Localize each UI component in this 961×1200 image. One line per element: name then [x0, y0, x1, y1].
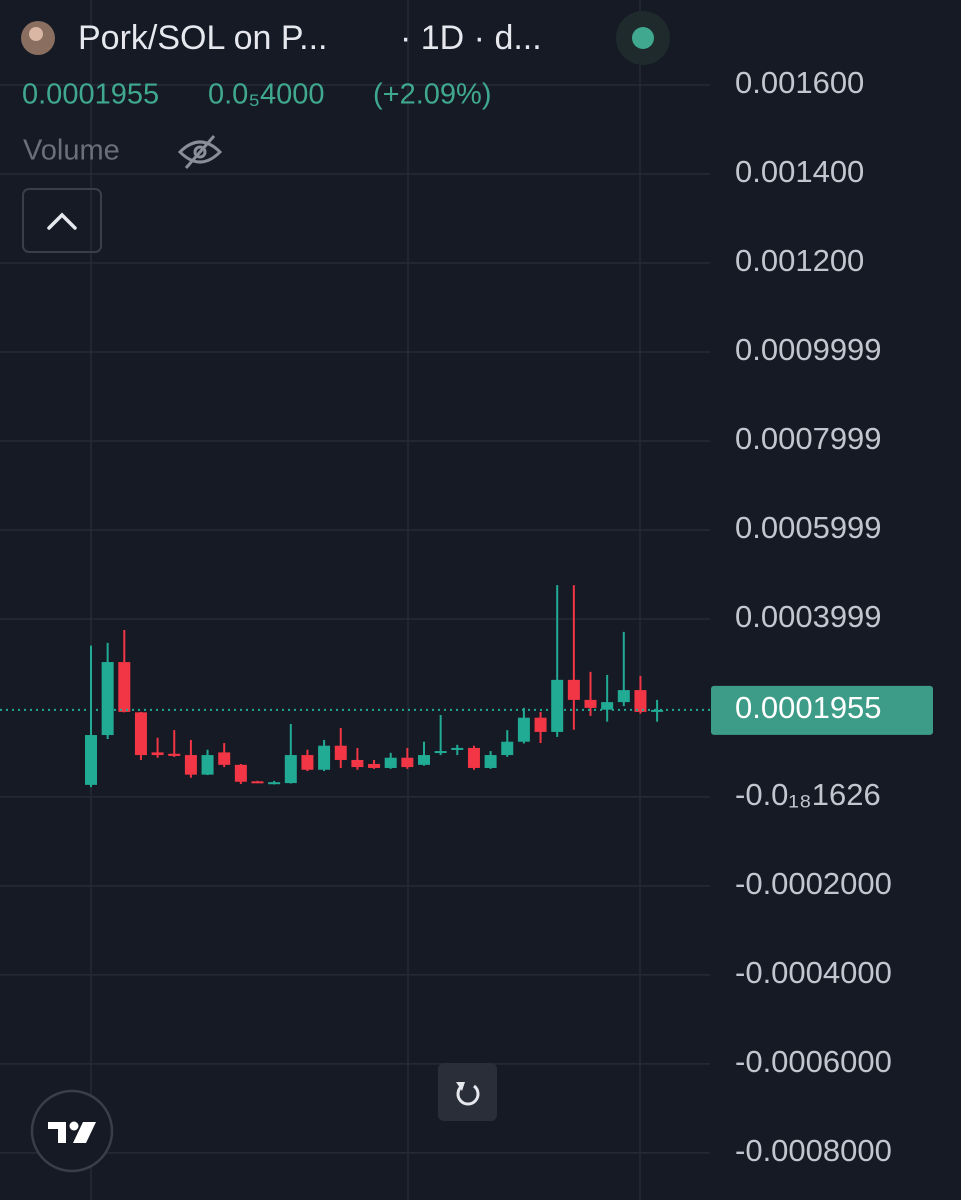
volume-label: Volume [23, 135, 120, 167]
reset-icon [456, 1084, 480, 1106]
candle-body [617, 690, 630, 703]
candle-body [401, 757, 414, 768]
eye-pupil [193, 145, 207, 159]
candle-body [134, 712, 147, 756]
candle-body [517, 717, 530, 742]
y-tick-label: -0.0002000 [735, 866, 892, 901]
logo-part [69, 1121, 79, 1131]
y-tick-label: -0.0008000 [735, 1133, 892, 1168]
tradingview-logo[interactable] [30, 1089, 114, 1173]
time-grid [90, 0, 641, 1200]
y-tick-label: 0.0009999 [735, 332, 882, 367]
eye-slash [184, 135, 216, 169]
candle-body [567, 679, 580, 700]
candle-body [651, 709, 664, 712]
candle-body [118, 662, 131, 712]
candles [0, 585, 710, 788]
header-change: 0.0₅4000 [208, 79, 325, 111]
candle-body [334, 745, 347, 760]
candle-body [318, 745, 331, 770]
candle-body [85, 735, 97, 785]
candle-body [184, 755, 197, 775]
candle-body [451, 747, 464, 750]
y-tick-label: 0.0007999 [735, 421, 882, 456]
candle-body [584, 699, 597, 708]
y-tick-label: 0.001200 [735, 243, 864, 278]
candle-body [301, 755, 314, 770]
candle-body [501, 741, 514, 756]
candle-body [268, 782, 281, 785]
candle-body [484, 755, 497, 768]
header-change-percent: (+2.09%) [373, 79, 491, 111]
reset-button[interactable] [438, 1063, 497, 1121]
candle-body [467, 747, 480, 768]
candle-body [634, 690, 647, 712]
candle-body [351, 759, 364, 768]
price-grid [0, 84, 710, 1154]
candle-body [151, 752, 164, 756]
y-tick-label: -0.0006000 [735, 1044, 892, 1079]
last-price-badge [711, 685, 933, 735]
symbol-title[interactable]: Pork/SOL on P... [78, 19, 327, 57]
candle-body [168, 753, 181, 756]
y-tick-label: -0.0₁₈1626 [735, 777, 881, 812]
candle-body [601, 702, 614, 710]
candle-body [251, 781, 264, 784]
price-axis: 0.001600 0.001400 0.001200 0.0009999 0.00079… [711, 65, 933, 1168]
y-tick-label: 0.0003999 [735, 599, 882, 634]
candle-body [101, 662, 114, 736]
candle-body [551, 679, 564, 732]
y-tick-label: 0.001400 [735, 154, 864, 189]
candle-body [284, 755, 297, 784]
candle-body [234, 764, 247, 782]
candle-body [218, 752, 231, 765]
y-tick-label: 0.001600 [735, 65, 864, 100]
status-dot [632, 27, 654, 49]
logo-part [73, 1122, 96, 1143]
y-tick-label: 0.0005999 [735, 510, 882, 545]
chevron-icon [47, 212, 77, 230]
candle-body [418, 755, 430, 765]
avatar-detail [29, 27, 43, 41]
interval[interactable]: · 1D · d... [400, 19, 542, 57]
hide-volume-button[interactable] [177, 135, 223, 169]
candle-body [534, 717, 547, 732]
logo-part [48, 1122, 66, 1143]
last-price-label: 0.0001955 [735, 690, 882, 725]
collapse-button[interactable] [22, 188, 102, 253]
candle-body [368, 763, 381, 768]
candle-body [201, 755, 214, 775]
reset-arrow [456, 1082, 465, 1091]
candle-body [384, 757, 397, 768]
y-tick-label: -0.0004000 [735, 955, 892, 990]
candle-body [434, 751, 447, 754]
header-price: 0.0001955 [22, 79, 159, 111]
